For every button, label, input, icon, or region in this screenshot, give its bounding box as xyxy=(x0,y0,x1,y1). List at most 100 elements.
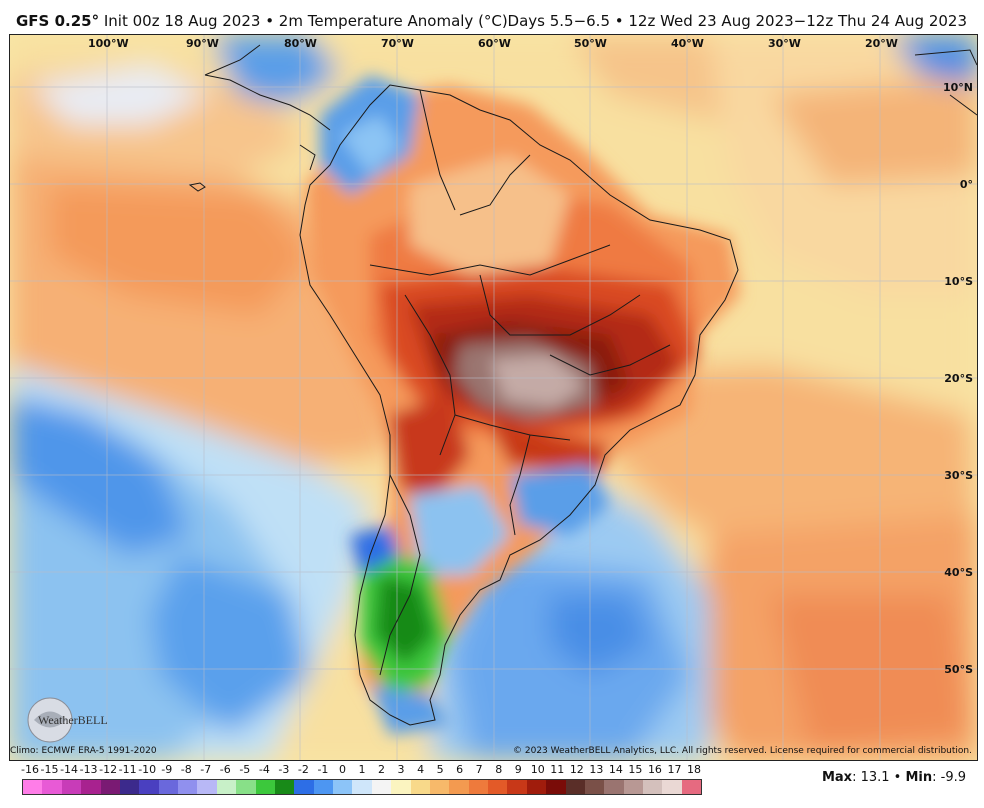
colorbar-tick-label: 2 xyxy=(378,763,386,776)
colorbar-swatch xyxy=(681,780,702,794)
colorbar-tick-label: -1 xyxy=(317,763,329,776)
colorbar-tick-label: -8 xyxy=(180,763,192,776)
colorbar-tick-label: 1 xyxy=(358,763,366,776)
colorbar-tick-label: 15 xyxy=(628,763,643,776)
colorbar-tick-label: -9 xyxy=(161,763,173,776)
colorbar-tick-label: 0 xyxy=(338,763,346,776)
colorbar-swatch xyxy=(61,780,82,794)
colorbar-tick-label: 16 xyxy=(647,763,662,776)
colorbar-swatch xyxy=(488,780,508,794)
lat-label: 30°S xyxy=(944,469,973,482)
lat-label: 10°N xyxy=(942,81,973,94)
colorbar-swatch xyxy=(274,780,295,794)
colorbar-tick-label: 7 xyxy=(475,763,483,776)
max-label: Max xyxy=(821,770,853,785)
colorbar-swatch xyxy=(294,780,314,794)
colorbar-tick-label: -7 xyxy=(200,763,212,776)
lon-label: 30°W xyxy=(768,37,801,50)
logo-text: WeatherBELL xyxy=(38,713,108,727)
lat-label: 50°S xyxy=(944,663,973,676)
colorbar-tick-label: 4 xyxy=(417,763,425,776)
colorbar-swatch xyxy=(119,780,140,794)
colorbar-tick-label: 3 xyxy=(397,763,405,776)
colorbar-swatch xyxy=(604,780,624,794)
lon-label: 20°W xyxy=(865,37,898,50)
colorbar-swatch xyxy=(158,780,178,794)
colorbar-tick-label: 5 xyxy=(436,763,444,776)
lon-label: 70°W xyxy=(381,37,414,50)
colorbar-swatch xyxy=(333,780,353,794)
colorbar-tick-label: -13 xyxy=(79,763,98,776)
colorbar-swatch xyxy=(410,780,430,794)
colorbar-legend: -16 -15 -14 -13 -12 -11 -10 -9 -8 -7 -6 -5 -4 -3 -2 -1 0… xyxy=(21,763,702,799)
colorbar-swatch xyxy=(23,780,43,794)
colorbar-swatch xyxy=(584,780,605,794)
colorbar-tick-label: -3 xyxy=(278,763,290,776)
colorbar-swatch xyxy=(42,780,62,794)
colorbar-labels: -16 -15 -14 -13 -12 -11 -10 -9 -8 -7 -6 -5 -4 -3 -2 -1 0… xyxy=(21,763,702,777)
colorbar-tick-label: 8 xyxy=(495,763,503,776)
lon-label: 50°W xyxy=(574,37,607,50)
colorbar-swatch xyxy=(100,780,120,794)
lon-label: 80°W xyxy=(284,37,317,50)
init-and-variable: Init 00z 18 Aug 2023 • 2m Temperature An… xyxy=(99,12,508,30)
colorbar-tick-label: 10 xyxy=(530,763,545,776)
lat-label: 20°S xyxy=(944,372,973,385)
colorbar-tick-label: 9 xyxy=(514,763,522,776)
lon-label: 100°W xyxy=(88,37,129,50)
colorbar-tick-label: 18 xyxy=(687,763,701,776)
colorbar-swatch xyxy=(352,780,372,794)
colorbar-swatch xyxy=(236,780,256,794)
map-title: GFS 0.25° Init 00z 18 Aug 2023 • 2m Temp… xyxy=(16,12,508,30)
colorbar-tick-label: 14 xyxy=(608,763,623,776)
climo-note: Climo: ECMWF ERA-5 1991-2020 xyxy=(10,746,157,756)
land-anomaly-field xyxy=(305,75,740,735)
min-value: : -9.9 xyxy=(932,770,966,785)
colorbar-swatch xyxy=(468,780,488,794)
colorbar-swatch xyxy=(216,780,237,794)
colorbar-swatch xyxy=(139,780,159,794)
colorbar-tick-label: -14 xyxy=(60,763,79,776)
lat-label: 10°S xyxy=(944,275,973,288)
colorbar-swatch xyxy=(429,780,450,794)
weatherbell-logo: WeatherBELL xyxy=(27,697,108,743)
colorbar-swatch xyxy=(449,780,469,794)
colorbar-tick-label: 17 xyxy=(667,763,682,776)
colorbar-tick-label: -4 xyxy=(258,763,270,776)
colorbar-tick-label: -11 xyxy=(118,763,137,776)
colorbar-swatch xyxy=(623,780,643,794)
colorbar-swatch xyxy=(526,780,547,794)
max-min-stats: Max: 13.1 • Min: -9.9 xyxy=(822,770,966,785)
colorbar-swatch xyxy=(197,780,217,794)
colorbar-tick-label: 13 xyxy=(589,763,604,776)
lat-label: 0° xyxy=(959,178,973,191)
max-value: : 13.1 • xyxy=(852,770,906,785)
valid-time: Days 5.5−6.5 • 12z Wed 23 Aug 2023−12z T… xyxy=(507,12,967,30)
colorbar-swatch xyxy=(371,780,392,794)
colorbar-swatch xyxy=(546,780,566,794)
colorbar-tick-label: 11 xyxy=(550,763,565,776)
map[interactable]: WeatherBELL 100°W 90°W 80°W 70°W 60°W 50… xyxy=(9,34,978,761)
colorbar-swatch xyxy=(643,780,663,794)
colorbar-tick-label: -16 xyxy=(21,763,39,776)
model-name: GFS 0.25 xyxy=(16,12,92,30)
colorbar-swatch xyxy=(507,780,527,794)
graticule xyxy=(10,35,977,760)
colorbar-tick-label: 6 xyxy=(456,763,464,776)
colorbar-swatch xyxy=(178,780,198,794)
colorbar-swatches xyxy=(22,779,702,795)
degree-symbol: ° xyxy=(91,12,100,30)
colorbar-swatch xyxy=(313,780,333,794)
anomaly-map-canvas: WeatherBELL xyxy=(10,35,977,760)
colorbar-swatch xyxy=(565,780,585,794)
lat-label: 40°S xyxy=(944,566,973,579)
min-label: Min xyxy=(905,770,933,785)
colorbar-swatch xyxy=(391,780,411,794)
colorbar-tick-label: -6 xyxy=(219,763,231,776)
colorbar-tick-label: -12 xyxy=(99,763,118,776)
colorbar-tick-label: -2 xyxy=(297,763,309,776)
colorbar-tick-label: 12 xyxy=(569,763,584,776)
coastlines xyxy=(188,44,977,726)
colorbar-tick-label: -5 xyxy=(239,763,251,776)
colorbar-swatch xyxy=(662,780,682,794)
